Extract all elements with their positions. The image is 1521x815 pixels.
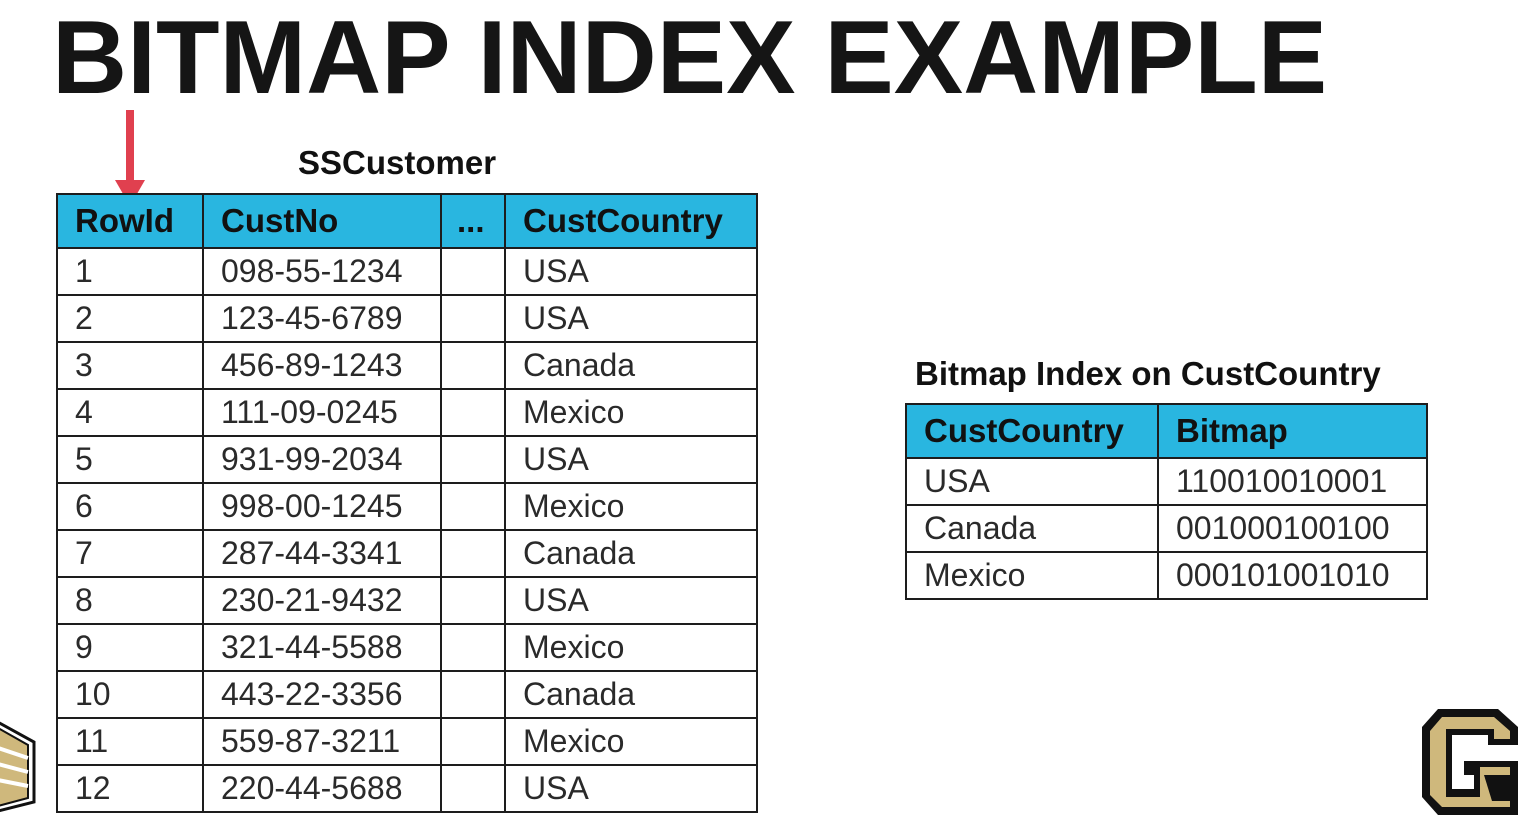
custcountry-cell: USA <box>504 435 758 484</box>
ellipsis-cell <box>440 435 506 484</box>
column-header-custcountry: CustCountry <box>905 403 1159 459</box>
country-cell: USA <box>905 457 1159 506</box>
cu-logo-icon <box>1422 709 1518 815</box>
ellipsis-cell <box>440 341 506 390</box>
custno-cell: 098-55-1234 <box>202 247 442 296</box>
custno-cell: 230-21-9432 <box>202 576 442 625</box>
column-header-rowid: RowId <box>56 193 204 249</box>
table-row: Canada 001000100100 <box>905 504 1428 553</box>
ellipsis-cell <box>440 388 506 437</box>
table-row: 4 111-09-0245 Mexico <box>56 388 758 437</box>
custno-cell: 321-44-5588 <box>202 623 442 672</box>
customer-table-caption: SSCustomer <box>298 144 497 181</box>
rowid-cell: 5 <box>56 435 204 484</box>
column-header-custno: CustNo <box>202 193 442 249</box>
rowid-cell: 10 <box>56 670 204 719</box>
rowid-cell: 12 <box>56 764 204 813</box>
ellipsis-cell <box>440 482 506 531</box>
custno-cell: 443-22-3356 <box>202 670 442 719</box>
table-row: 8 230-21-9432 USA <box>56 576 758 625</box>
country-cell: Canada <box>905 504 1159 553</box>
customer-table-header-row: RowId CustNo ... CustCountry <box>56 193 758 249</box>
custno-cell: 287-44-3341 <box>202 529 442 578</box>
table-row: USA 110010010001 <box>905 457 1428 506</box>
rowid-cell: 4 <box>56 388 204 437</box>
custno-cell: 111-09-0245 <box>202 388 442 437</box>
custcountry-cell: Mexico <box>504 717 758 766</box>
bitmap-cell: 000101001010 <box>1157 551 1428 600</box>
rowid-cell: 8 <box>56 576 204 625</box>
customer-table: RowId CustNo ... CustCountry 1 098-55-123… <box>56 193 758 813</box>
table-row: 3 456-89-1243 Canada <box>56 341 758 390</box>
bitmap-cell: 110010010001 <box>1157 457 1428 506</box>
custcountry-cell: USA <box>504 576 758 625</box>
slide-title: BITMAP INDEX EXAMPLE <box>52 0 1328 116</box>
country-cell: Mexico <box>905 551 1159 600</box>
rowid-cell: 1 <box>56 247 204 296</box>
table-row: Mexico 000101001010 <box>905 551 1428 600</box>
column-header-bitmap: Bitmap <box>1157 403 1428 459</box>
custcountry-cell: Mexico <box>504 388 758 437</box>
custcountry-cell: USA <box>504 294 758 343</box>
ellipsis-cell <box>440 294 506 343</box>
bitmap-table-caption: Bitmap Index on CustCountry <box>915 355 1381 392</box>
stacked-logo-icon <box>0 721 36 812</box>
custcountry-cell: Canada <box>504 670 758 719</box>
custcountry-cell: Mexico <box>504 482 758 531</box>
ellipsis-cell <box>440 576 506 625</box>
custno-cell: 220-44-5688 <box>202 764 442 813</box>
down-arrow-icon <box>115 110 145 206</box>
bitmap-cell: 001000100100 <box>1157 504 1428 553</box>
table-row: 9 321-44-5588 Mexico <box>56 623 758 672</box>
ellipsis-cell <box>440 717 506 766</box>
custno-cell: 998-00-1245 <box>202 482 442 531</box>
custno-cell: 559-87-3211 <box>202 717 442 766</box>
ellipsis-cell <box>440 247 506 296</box>
ellipsis-cell <box>440 529 506 578</box>
table-row: 6 998-00-1245 Mexico <box>56 482 758 531</box>
table-row: 11 559-87-3211 Mexico <box>56 717 758 766</box>
table-row: 5 931-99-2034 USA <box>56 435 758 484</box>
custno-cell: 123-45-6789 <box>202 294 442 343</box>
custno-cell: 456-89-1243 <box>202 341 442 390</box>
custcountry-cell: Mexico <box>504 623 758 672</box>
ellipsis-cell <box>440 670 506 719</box>
custno-cell: 931-99-2034 <box>202 435 442 484</box>
rowid-cell: 2 <box>56 294 204 343</box>
rowid-cell: 9 <box>56 623 204 672</box>
ellipsis-cell <box>440 764 506 813</box>
rowid-cell: 6 <box>56 482 204 531</box>
table-row: 1 098-55-1234 USA <box>56 247 758 296</box>
column-header-custcountry: CustCountry <box>504 193 758 249</box>
table-row: 7 287-44-3341 Canada <box>56 529 758 578</box>
rowid-cell: 11 <box>56 717 204 766</box>
custcountry-cell: Canada <box>504 341 758 390</box>
table-row: 12 220-44-5688 USA <box>56 764 758 813</box>
table-row: 2 123-45-6789 USA <box>56 294 758 343</box>
bitmap-table: CustCountry Bitmap USA 110010010001 Canad… <box>905 403 1428 600</box>
custcountry-cell: USA <box>504 764 758 813</box>
ellipsis-cell <box>440 623 506 672</box>
column-header-ellipsis: ... <box>440 193 506 249</box>
table-row: 10 443-22-3356 Canada <box>56 670 758 719</box>
bitmap-table-header-row: CustCountry Bitmap <box>905 403 1428 459</box>
rowid-cell: 7 <box>56 529 204 578</box>
custcountry-cell: Canada <box>504 529 758 578</box>
rowid-cell: 3 <box>56 341 204 390</box>
custcountry-cell: USA <box>504 247 758 296</box>
